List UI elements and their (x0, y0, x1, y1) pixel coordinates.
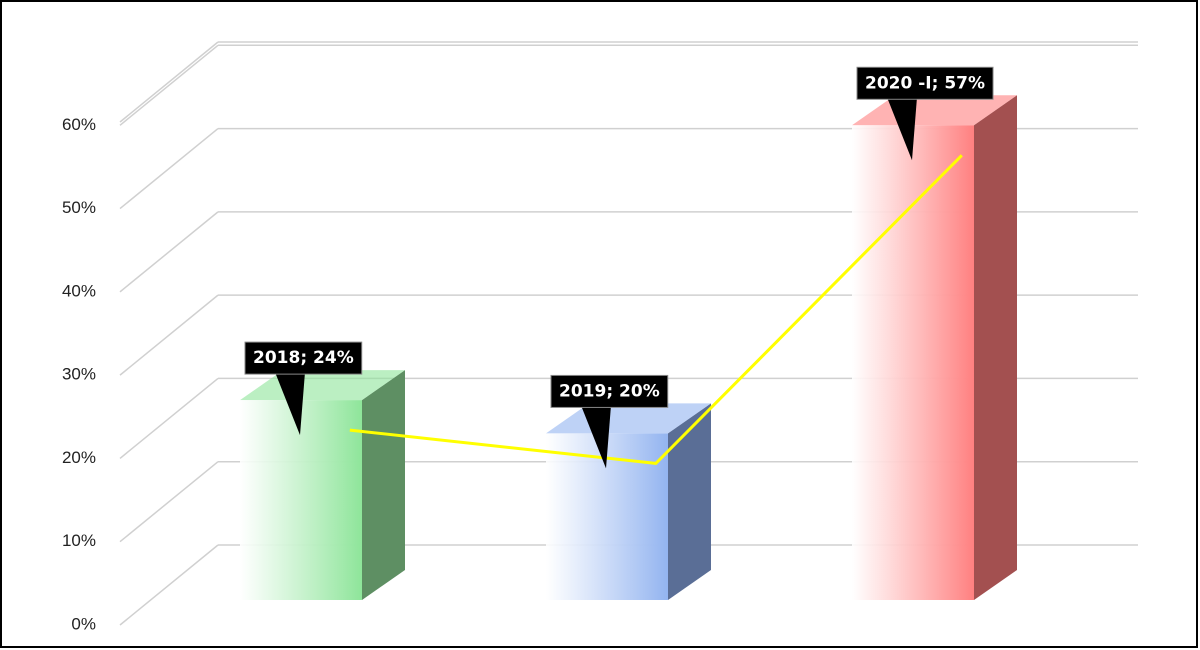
grid-line (119, 127, 219, 210)
grid-line (119, 211, 219, 293)
y-tick-label: 20% (62, 448, 96, 467)
y-tick-label: 50% (62, 198, 96, 217)
grid-line (119, 44, 219, 126)
y-tick-label: 0% (71, 614, 96, 633)
bar-side (974, 95, 1017, 601)
bar (240, 400, 362, 600)
grid-line (119, 294, 219, 376)
grid-line (119, 41, 219, 123)
data-label: 2019; 20% (559, 381, 660, 401)
grid-line (119, 544, 219, 626)
bar-side (362, 370, 405, 600)
data-label: 2018; 24% (253, 348, 354, 368)
y-tick-label: 40% (62, 281, 96, 300)
callout-pointer (275, 372, 305, 436)
callout-pointer (581, 405, 611, 469)
callout-box (856, 66, 994, 100)
y-tick-label: 60% (62, 115, 96, 134)
grid-line (119, 461, 219, 543)
callout-box (244, 341, 363, 375)
data-label: 2020 -I; 57% (865, 73, 985, 93)
y-tick-label: 10% (62, 531, 96, 550)
callout-pointer (887, 97, 917, 161)
grid-line (119, 377, 219, 460)
y-tick-label: 30% (62, 365, 96, 384)
bar (852, 125, 974, 601)
trend-line (349, 154, 963, 465)
callout-box (550, 374, 669, 408)
bar-side (668, 403, 711, 600)
